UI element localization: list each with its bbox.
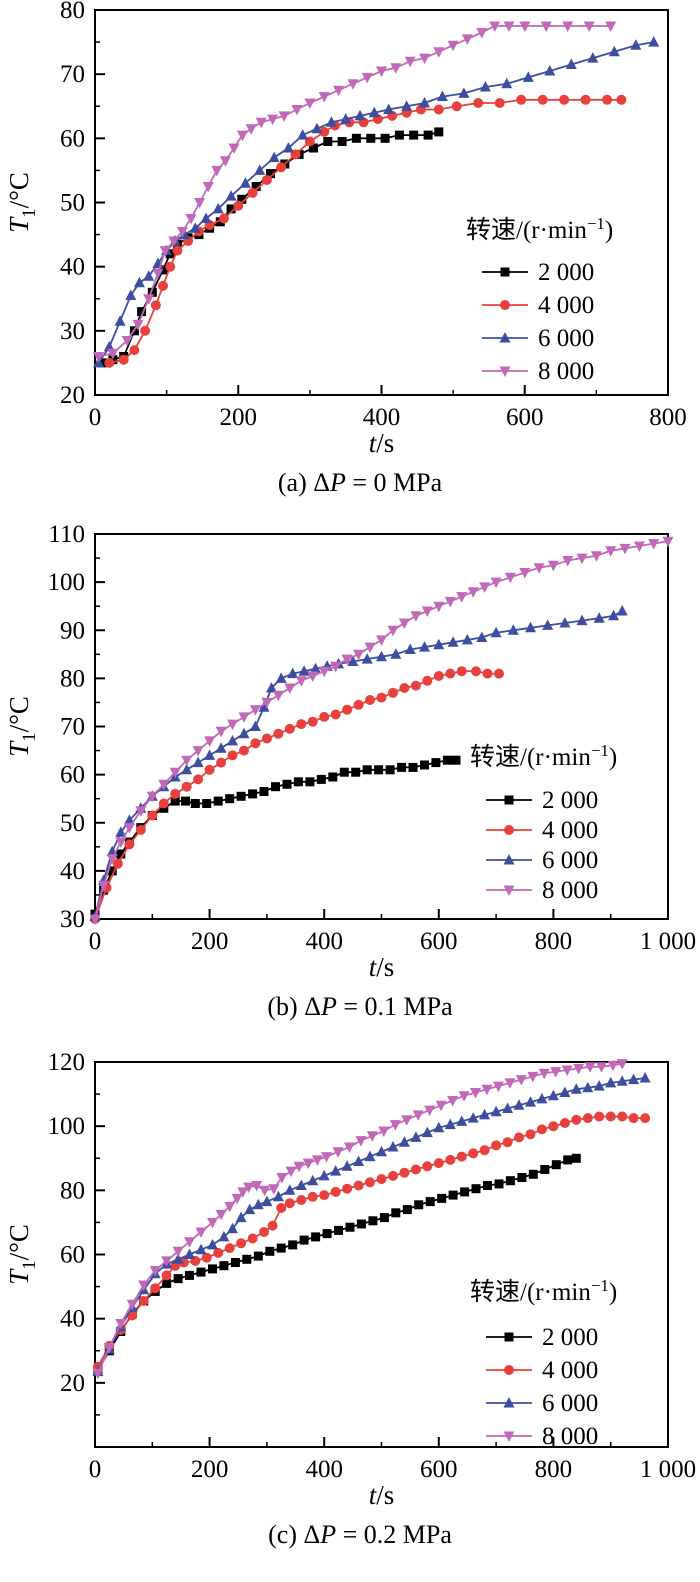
y-tick-label: 40 bbox=[60, 254, 85, 281]
legend-entry-label: 4 000 bbox=[542, 1357, 598, 1384]
caption-c-symbol: P bbox=[320, 1520, 337, 1549]
series-4000 bbox=[92, 1111, 651, 1372]
y-axis-label: T1/°C bbox=[4, 172, 40, 233]
x-tick-label: 800 bbox=[535, 928, 573, 955]
series-4000 bbox=[90, 666, 504, 924]
series-8000 bbox=[89, 536, 674, 925]
legend-title: 转速/(r·min−1) bbox=[470, 1276, 617, 1306]
series-2000 bbox=[93, 1153, 581, 1375]
x-tick-label: 0 bbox=[89, 404, 102, 431]
y-tick-label: 50 bbox=[60, 190, 85, 217]
axes: 0 200 400 600 800 20 30 40 50 60 70 80 bbox=[60, 0, 687, 431]
legend-entry-label: 8 000 bbox=[542, 877, 598, 904]
series-8000 bbox=[93, 21, 617, 363]
y-tick-label: 60 bbox=[60, 762, 85, 789]
x-tick-label: 200 bbox=[191, 1456, 229, 1483]
x-tick-label: 400 bbox=[305, 1456, 343, 1483]
y-tick-label: 30 bbox=[60, 318, 85, 345]
x-tick-label: 800 bbox=[649, 404, 687, 431]
panel-a: 0 200 400 600 800 20 30 40 50 60 70 80 t/s T1/°C 转速/(r… bbox=[0, 0, 700, 510]
legend-entry-label: 2 000 bbox=[542, 787, 598, 814]
series-8000 bbox=[92, 1059, 628, 1380]
chart-c: 0 200 400 600 800 1 000 20 40 60 80 100 120 t/s T1/°C… bbox=[4, 1052, 697, 1510]
y-tick-label: 80 bbox=[60, 1177, 85, 1204]
legend: 转速/(r·min−1) 2 000 4 000 6 000 8 000 bbox=[470, 741, 617, 904]
y-tick-label: 20 bbox=[60, 1370, 85, 1397]
y-tick-label: 100 bbox=[48, 569, 86, 596]
chart-b: 0 200 400 600 800 1 000 30 40 50 60 70 80 90 100 110 t/… bbox=[4, 524, 697, 982]
y-axis-label: T1/°C bbox=[4, 696, 40, 757]
caption-a-suffix: = 0 MPa bbox=[345, 468, 443, 497]
legend-title: 转速/(r·min−1) bbox=[466, 214, 613, 244]
x-tick-label: 400 bbox=[363, 404, 401, 431]
x-axis-label: t/s bbox=[369, 1480, 395, 1510]
x-tick-label: 200 bbox=[191, 928, 229, 955]
y-tick-label: 30 bbox=[60, 906, 85, 933]
x-tick-label: 0 bbox=[89, 928, 102, 955]
y-tick-label: 20 bbox=[60, 382, 85, 409]
series-2000 bbox=[90, 755, 461, 919]
y-tick-label: 40 bbox=[60, 1306, 85, 1333]
y-tick-label: 110 bbox=[48, 524, 85, 548]
y-tick-label: 60 bbox=[60, 1242, 85, 1269]
x-tick-label: 600 bbox=[420, 1456, 458, 1483]
legend-entry-label: 8 000 bbox=[542, 1423, 598, 1450]
y-tick-label: 90 bbox=[60, 617, 85, 644]
y-tick-label: 70 bbox=[60, 61, 85, 88]
y-tick-label: 120 bbox=[48, 1052, 86, 1076]
axes: 0 200 400 600 800 1 000 20 40 60 80 100 120 bbox=[48, 1052, 697, 1483]
x-tick-label: 1 000 bbox=[640, 928, 696, 955]
caption-a-prefix: (a) Δ bbox=[277, 468, 330, 497]
x-tick-label: 400 bbox=[305, 928, 343, 955]
caption-b-suffix: = 0.1 MPa bbox=[336, 992, 453, 1021]
caption-b-symbol: P bbox=[320, 992, 337, 1021]
caption-c-prefix: (c) Δ bbox=[268, 1520, 321, 1549]
legend-entry-label: 8 000 bbox=[538, 358, 594, 385]
legend-entry-label: 6 000 bbox=[542, 847, 598, 874]
x-tick-label: 800 bbox=[535, 1456, 573, 1483]
y-tick-label: 70 bbox=[60, 714, 85, 741]
x-axis-label: t/s bbox=[369, 428, 395, 458]
legend: 转速/(r·min−1) 2 000 4 000 6 000 8 000 bbox=[470, 1276, 617, 1450]
panel-c: 0 200 400 600 800 1 000 20 40 60 80 100 120 t/s T1/°C… bbox=[0, 1052, 700, 1562]
y-tick-label: 60 bbox=[60, 125, 85, 152]
caption-c: (c) ΔP = 0.2 MPa bbox=[0, 1514, 680, 1562]
legend-entry-label: 4 000 bbox=[538, 292, 594, 319]
panel-b: 0 200 400 600 800 1 000 30 40 50 60 70 80 90 100 110 t/… bbox=[0, 524, 700, 1034]
x-tick-label: 600 bbox=[420, 928, 458, 955]
legend-entry-label: 6 000 bbox=[542, 1390, 598, 1417]
caption-b: (b) ΔP = 0.1 MPa bbox=[0, 986, 680, 1034]
legend-entry-label: 2 000 bbox=[538, 259, 594, 286]
x-axis-label: t/s bbox=[369, 952, 395, 982]
y-tick-label: 100 bbox=[48, 1113, 86, 1140]
axes: 0 200 400 600 800 1 000 30 40 50 60 70 80 90 100 110 bbox=[48, 524, 697, 955]
x-tick-label: 600 bbox=[506, 404, 544, 431]
legend-entry-label: 4 000 bbox=[542, 817, 598, 844]
legend-title: 转速/(r·min−1) bbox=[470, 741, 617, 771]
legend: 转速/(r·min−1) 2 000 4 000 6 000 8 000 bbox=[466, 214, 613, 385]
chart-a: 0 200 400 600 800 20 30 40 50 60 70 80 t/s T1/°C 转速/(r… bbox=[4, 0, 687, 458]
y-tick-label: 80 bbox=[60, 665, 85, 692]
caption-a-symbol: P bbox=[329, 468, 346, 497]
legend-entry-label: 2 000 bbox=[542, 1324, 598, 1351]
caption-b-prefix: (b) Δ bbox=[267, 992, 321, 1021]
series-6000 bbox=[92, 1072, 651, 1377]
x-tick-label: 1 000 bbox=[640, 1456, 696, 1483]
x-tick-label: 0 bbox=[89, 1456, 102, 1483]
y-tick-label: 40 bbox=[60, 858, 85, 885]
legend-entry-label: 6 000 bbox=[538, 325, 594, 352]
y-tick-label: 80 bbox=[60, 0, 85, 24]
y-tick-label: 50 bbox=[60, 810, 85, 837]
x-tick-label: 200 bbox=[220, 404, 258, 431]
caption-a: (a) ΔP = 0 MPa bbox=[0, 462, 680, 510]
caption-c-suffix: = 0.2 MPa bbox=[336, 1520, 452, 1549]
y-axis-label: T1/°C bbox=[4, 1224, 40, 1285]
